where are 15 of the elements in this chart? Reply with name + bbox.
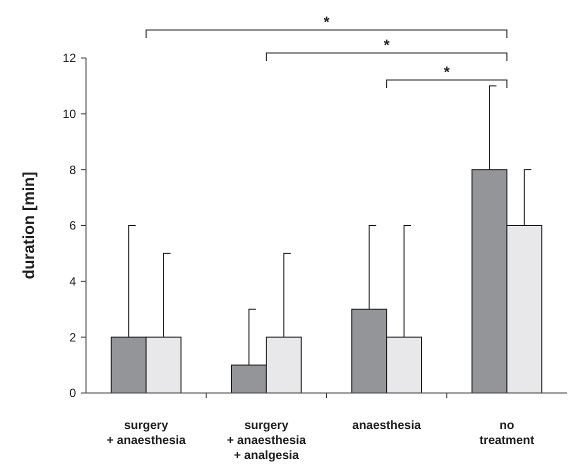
y-tick-label: 0 <box>69 386 76 400</box>
y-tick-label: 6 <box>69 218 76 233</box>
annotation: * <box>444 64 450 81</box>
x-tick-label: surgery + anaesthesia + analgesia <box>226 418 306 462</box>
text: * <box>324 14 330 31</box>
x-tick-label: anaesthesia <box>352 418 422 432</box>
y-axis-title: duration [min] <box>21 172 38 280</box>
y-tick-label: 2 <box>69 330 76 344</box>
x-tick-label: surgery + anaesthesia <box>106 418 186 447</box>
y-tick-label: 8 <box>69 162 76 177</box>
y-tick-label: 4 <box>69 274 76 289</box>
y-tick-label: 12 <box>62 51 76 66</box>
x-tick-label: no treatment <box>480 418 534 447</box>
text: * <box>384 37 390 54</box>
y-tick-label: 10 <box>62 107 76 122</box>
